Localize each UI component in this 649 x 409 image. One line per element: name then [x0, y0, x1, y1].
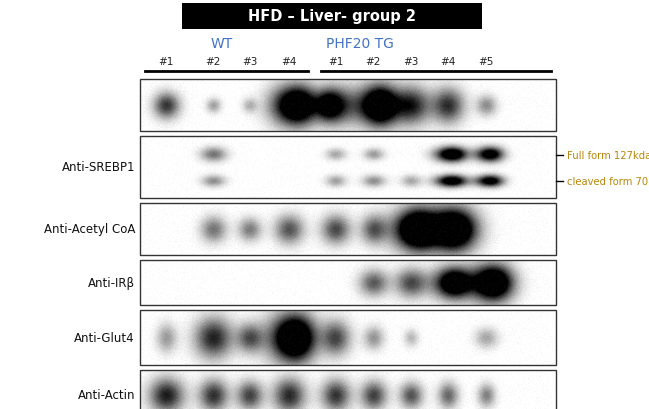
Text: Anti-IRβ: Anti-IRβ [88, 276, 135, 289]
Text: #2: #2 [206, 57, 221, 67]
Text: cleaved form 70kda: cleaved form 70kda [567, 176, 649, 186]
Text: #3: #3 [241, 57, 257, 67]
Bar [140, 80, 556, 132]
Text: HFD – Liver- group 2: HFD – Liver- group 2 [248, 9, 416, 25]
Text: WT: WT [211, 37, 233, 51]
Bar [140, 370, 556, 409]
Text: #2: #2 [365, 57, 381, 67]
Text: #4: #4 [440, 57, 456, 67]
Bar [140, 204, 556, 255]
Text: #1: #1 [328, 57, 343, 67]
Bar [140, 310, 556, 365]
Text: Full form 127kda: Full form 127kda [567, 150, 649, 160]
Text: #4: #4 [281, 57, 297, 67]
Text: PHF20 TG: PHF20 TG [326, 37, 394, 51]
Text: #3: #3 [403, 57, 419, 67]
Text: Anti-Acetyl CoA: Anti-Acetyl CoA [43, 223, 135, 236]
Bar [140, 261, 556, 305]
Text: Anti-Glut4: Anti-Glut4 [75, 331, 135, 344]
Bar [140, 137, 556, 198]
Text: #5: #5 [478, 57, 494, 67]
Text: Anti-SREBP1: Anti-SREBP1 [62, 161, 135, 174]
Text: Anti-Actin: Anti-Actin [77, 389, 135, 402]
Bar [182, 4, 482, 30]
Text: #1: #1 [158, 57, 174, 67]
